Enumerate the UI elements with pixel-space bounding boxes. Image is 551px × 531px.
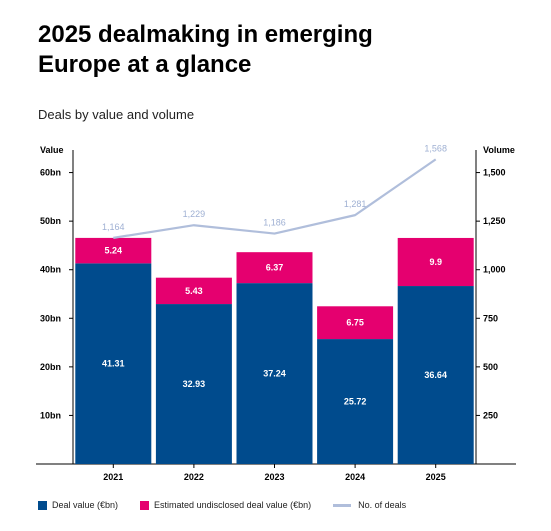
bar-deal-value xyxy=(75,263,152,464)
y-left-tick-label: 10bn xyxy=(40,410,61,420)
y-right-tick-label: 250 xyxy=(483,410,498,420)
legend: Deal value (€bn) Estimated undisclosed d… xyxy=(38,500,428,510)
data-label-undisclosed: 5.24 xyxy=(105,246,123,256)
data-label-deal-value: 36.64 xyxy=(424,370,447,380)
data-label-deal-value: 25.72 xyxy=(344,397,367,407)
bar-undisclosed xyxy=(236,252,313,284)
y-axis-left-title: Value xyxy=(40,145,64,155)
data-label-undisclosed: 6.37 xyxy=(266,263,284,273)
legend-swatch-deal-value xyxy=(38,500,47,510)
legend-swatch-deals xyxy=(333,503,352,507)
y-right-tick-label: 500 xyxy=(483,362,498,372)
legend-item-deal-value: Deal value (€bn) xyxy=(38,500,118,510)
data-label-undisclosed: 5.43 xyxy=(185,286,203,296)
bar-undisclosed xyxy=(397,237,474,287)
legend-label-deals: No. of deals xyxy=(358,500,407,510)
bar-undisclosed xyxy=(317,306,394,340)
y-right-tick-label: 1,250 xyxy=(483,216,506,226)
bar-deal-value xyxy=(317,339,394,464)
title-line-2: Europe at a glance xyxy=(38,51,252,78)
y-axis-right-title: Volume xyxy=(483,145,515,155)
data-label-deal-value: 32.93 xyxy=(183,379,206,389)
x-tick-label: 2025 xyxy=(426,472,446,482)
x-tick-label: 2022 xyxy=(184,472,204,482)
legend-label-deal-value: Deal value (€bn) xyxy=(52,500,119,510)
y-right-tick-label: 1,000 xyxy=(483,265,506,275)
y-left-tick-label: 50bn xyxy=(40,216,61,226)
y-left-tick-label: 30bn xyxy=(40,313,61,323)
data-label-deal-value: 41.31 xyxy=(102,359,125,369)
data-label-undisclosed: 9.9 xyxy=(429,257,442,267)
data-label-deals: 1,229 xyxy=(183,209,206,219)
y-left-tick-label: 40bn xyxy=(40,265,61,275)
data-label-deals: 1,164 xyxy=(102,222,125,232)
legend-item-deals: No. of deals xyxy=(333,500,406,510)
data-label-undisclosed: 6.75 xyxy=(346,318,364,328)
bar-undisclosed xyxy=(75,237,152,264)
legend-item-undisclosed: Estimated undisclosed deal value (€bn) xyxy=(140,500,311,510)
bar-undisclosed xyxy=(155,277,232,305)
series-line-deals xyxy=(113,158,437,239)
data-label-deals: 1,281 xyxy=(344,199,367,209)
title-line-1: 2025 dealmaking in emerging xyxy=(38,21,373,48)
chart-subtitle: Deals by value and volume xyxy=(38,107,195,122)
bar-deal-value xyxy=(155,304,232,464)
bar-deal-value xyxy=(236,283,313,464)
x-tick-label: 2021 xyxy=(103,472,123,482)
chart-title: 2025 dealmaking in emerging Europe at a … xyxy=(38,20,518,80)
data-label-deals: 1,568 xyxy=(424,143,447,153)
bar-deal-value xyxy=(397,286,474,464)
data-label-deal-value: 37.24 xyxy=(263,369,286,379)
y-right-tick-label: 750 xyxy=(483,313,498,323)
data-label-deals: 1,186 xyxy=(263,218,286,228)
x-tick-label: 2024 xyxy=(345,472,365,482)
x-tick-label: 2023 xyxy=(264,472,284,482)
y-left-tick-label: 60bn xyxy=(40,168,61,178)
legend-label-undisclosed: Estimated undisclosed deal value (€bn) xyxy=(154,500,312,510)
y-right-tick-label: 1,500 xyxy=(483,168,506,178)
legend-swatch-undisclosed xyxy=(140,500,150,510)
y-left-tick-label: 20bn xyxy=(40,362,61,372)
